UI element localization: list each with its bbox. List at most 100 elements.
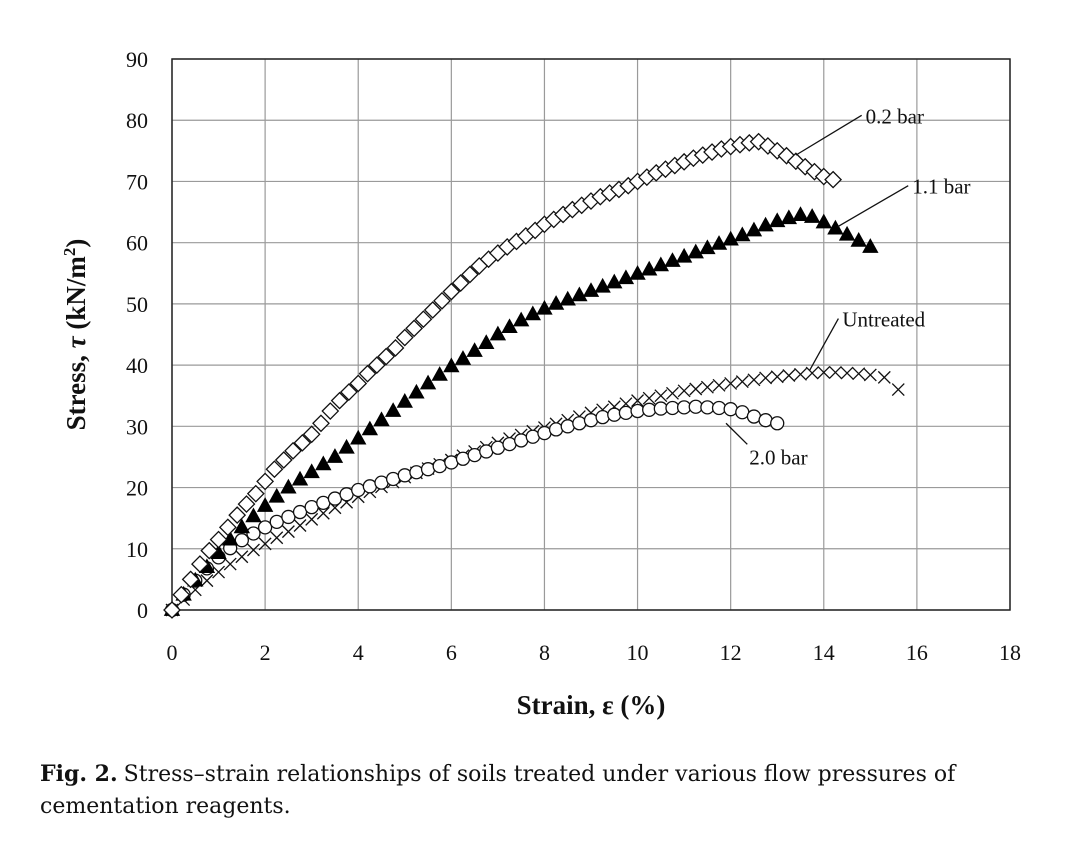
data-point <box>745 221 763 237</box>
figure-caption-text: Stress–strain relationships of soils tre… <box>40 762 956 819</box>
data-point <box>405 319 424 338</box>
data-point <box>431 366 448 381</box>
data-point <box>630 403 645 419</box>
data-point <box>642 402 657 417</box>
data-point <box>181 570 200 589</box>
annotation-leader-line <box>837 185 909 228</box>
data-point <box>200 541 219 560</box>
data-point <box>712 378 726 392</box>
data-point <box>747 373 761 387</box>
data-point <box>280 478 297 494</box>
data-series <box>163 132 905 619</box>
data-point <box>419 374 437 390</box>
y-tick-label: 70 <box>126 169 148 194</box>
data-point <box>172 585 191 604</box>
data-point <box>423 301 442 319</box>
y-tick-label: 30 <box>126 414 148 439</box>
data-point <box>571 286 588 302</box>
data-point <box>606 273 623 289</box>
data-point <box>326 448 344 463</box>
data-point <box>862 238 879 253</box>
x-tick-label: 16 <box>906 640 928 665</box>
x-tick-label: 0 <box>167 640 178 665</box>
data-point <box>824 170 843 189</box>
data-point <box>560 419 575 434</box>
data-point <box>852 367 866 381</box>
data-point <box>200 574 214 588</box>
series-annotation-label: Untreated <box>842 308 925 332</box>
series-annotation-label: 2.0 bar <box>749 445 807 469</box>
data-point <box>757 216 774 232</box>
data-point <box>803 208 821 223</box>
series-annotation-label: 0.2 bar <box>866 104 924 128</box>
data-point <box>247 543 260 557</box>
y-tick-label: 40 <box>126 353 148 378</box>
data-point <box>687 243 704 259</box>
data-point <box>361 420 379 436</box>
data-point <box>281 525 295 539</box>
data-point <box>409 465 424 480</box>
data-point <box>547 295 565 310</box>
x-tick-label: 8 <box>539 640 550 665</box>
data-point <box>666 386 679 400</box>
data-point <box>891 383 905 397</box>
data-point <box>461 265 479 284</box>
data-point <box>408 383 425 399</box>
y-axis-label-symbol: τ <box>61 335 91 348</box>
data-point <box>617 269 635 285</box>
data-point <box>629 265 646 280</box>
data-point <box>237 495 256 514</box>
annotation-leader-line <box>809 318 839 371</box>
data-point <box>782 369 796 382</box>
data-point <box>395 328 414 347</box>
series-2-0-bar <box>164 399 785 618</box>
data-point <box>258 537 272 551</box>
data-point <box>270 531 284 545</box>
data-point <box>710 235 728 250</box>
data-point <box>850 232 867 247</box>
data-point <box>770 370 784 384</box>
data-point <box>828 365 842 379</box>
y-tick-label: 10 <box>126 537 148 562</box>
data-point <box>607 407 622 422</box>
data-point <box>677 384 691 398</box>
data-point <box>770 416 785 431</box>
data-point <box>583 413 599 428</box>
data-point <box>321 402 340 420</box>
data-point <box>312 414 330 433</box>
y-tick-label: 80 <box>126 108 148 133</box>
data-point <box>223 557 237 571</box>
plot-area-frame <box>171 58 1011 611</box>
data-point <box>338 438 355 454</box>
data-point <box>559 290 576 306</box>
stress-strain-chart: 0 2 4 6 8 10 12 14 16 18 0 10 20 30 40 50 60 70 80 90 0.2 b… <box>60 47 1021 720</box>
data-point <box>524 305 541 321</box>
x-tick-label: 10 <box>627 640 649 665</box>
figure-caption-label: Fig. 2. <box>40 761 118 787</box>
data-point <box>274 451 293 469</box>
data-point <box>209 530 228 549</box>
y-tick-label: 0 <box>137 598 148 623</box>
data-point <box>191 555 209 574</box>
data-point <box>863 368 877 382</box>
data-point <box>256 472 275 491</box>
y-tick-label: 90 <box>126 47 148 72</box>
data-point <box>233 518 251 534</box>
data-point <box>594 277 611 293</box>
data-point <box>734 226 751 242</box>
x-tick-label: 4 <box>353 640 364 665</box>
data-point <box>257 520 273 535</box>
data-point <box>256 497 274 512</box>
y-tick-label: 60 <box>126 231 148 256</box>
data-point <box>572 416 587 431</box>
series-0-2-bar <box>163 132 843 619</box>
data-point <box>284 441 302 460</box>
data-point <box>642 391 656 405</box>
data-point <box>654 389 668 403</box>
data-point <box>478 334 495 349</box>
data-point <box>735 375 749 389</box>
y-tick-label: 20 <box>126 476 148 501</box>
x-tick-label: 6 <box>446 640 457 665</box>
data-point <box>303 463 320 479</box>
data-point <box>794 367 807 381</box>
